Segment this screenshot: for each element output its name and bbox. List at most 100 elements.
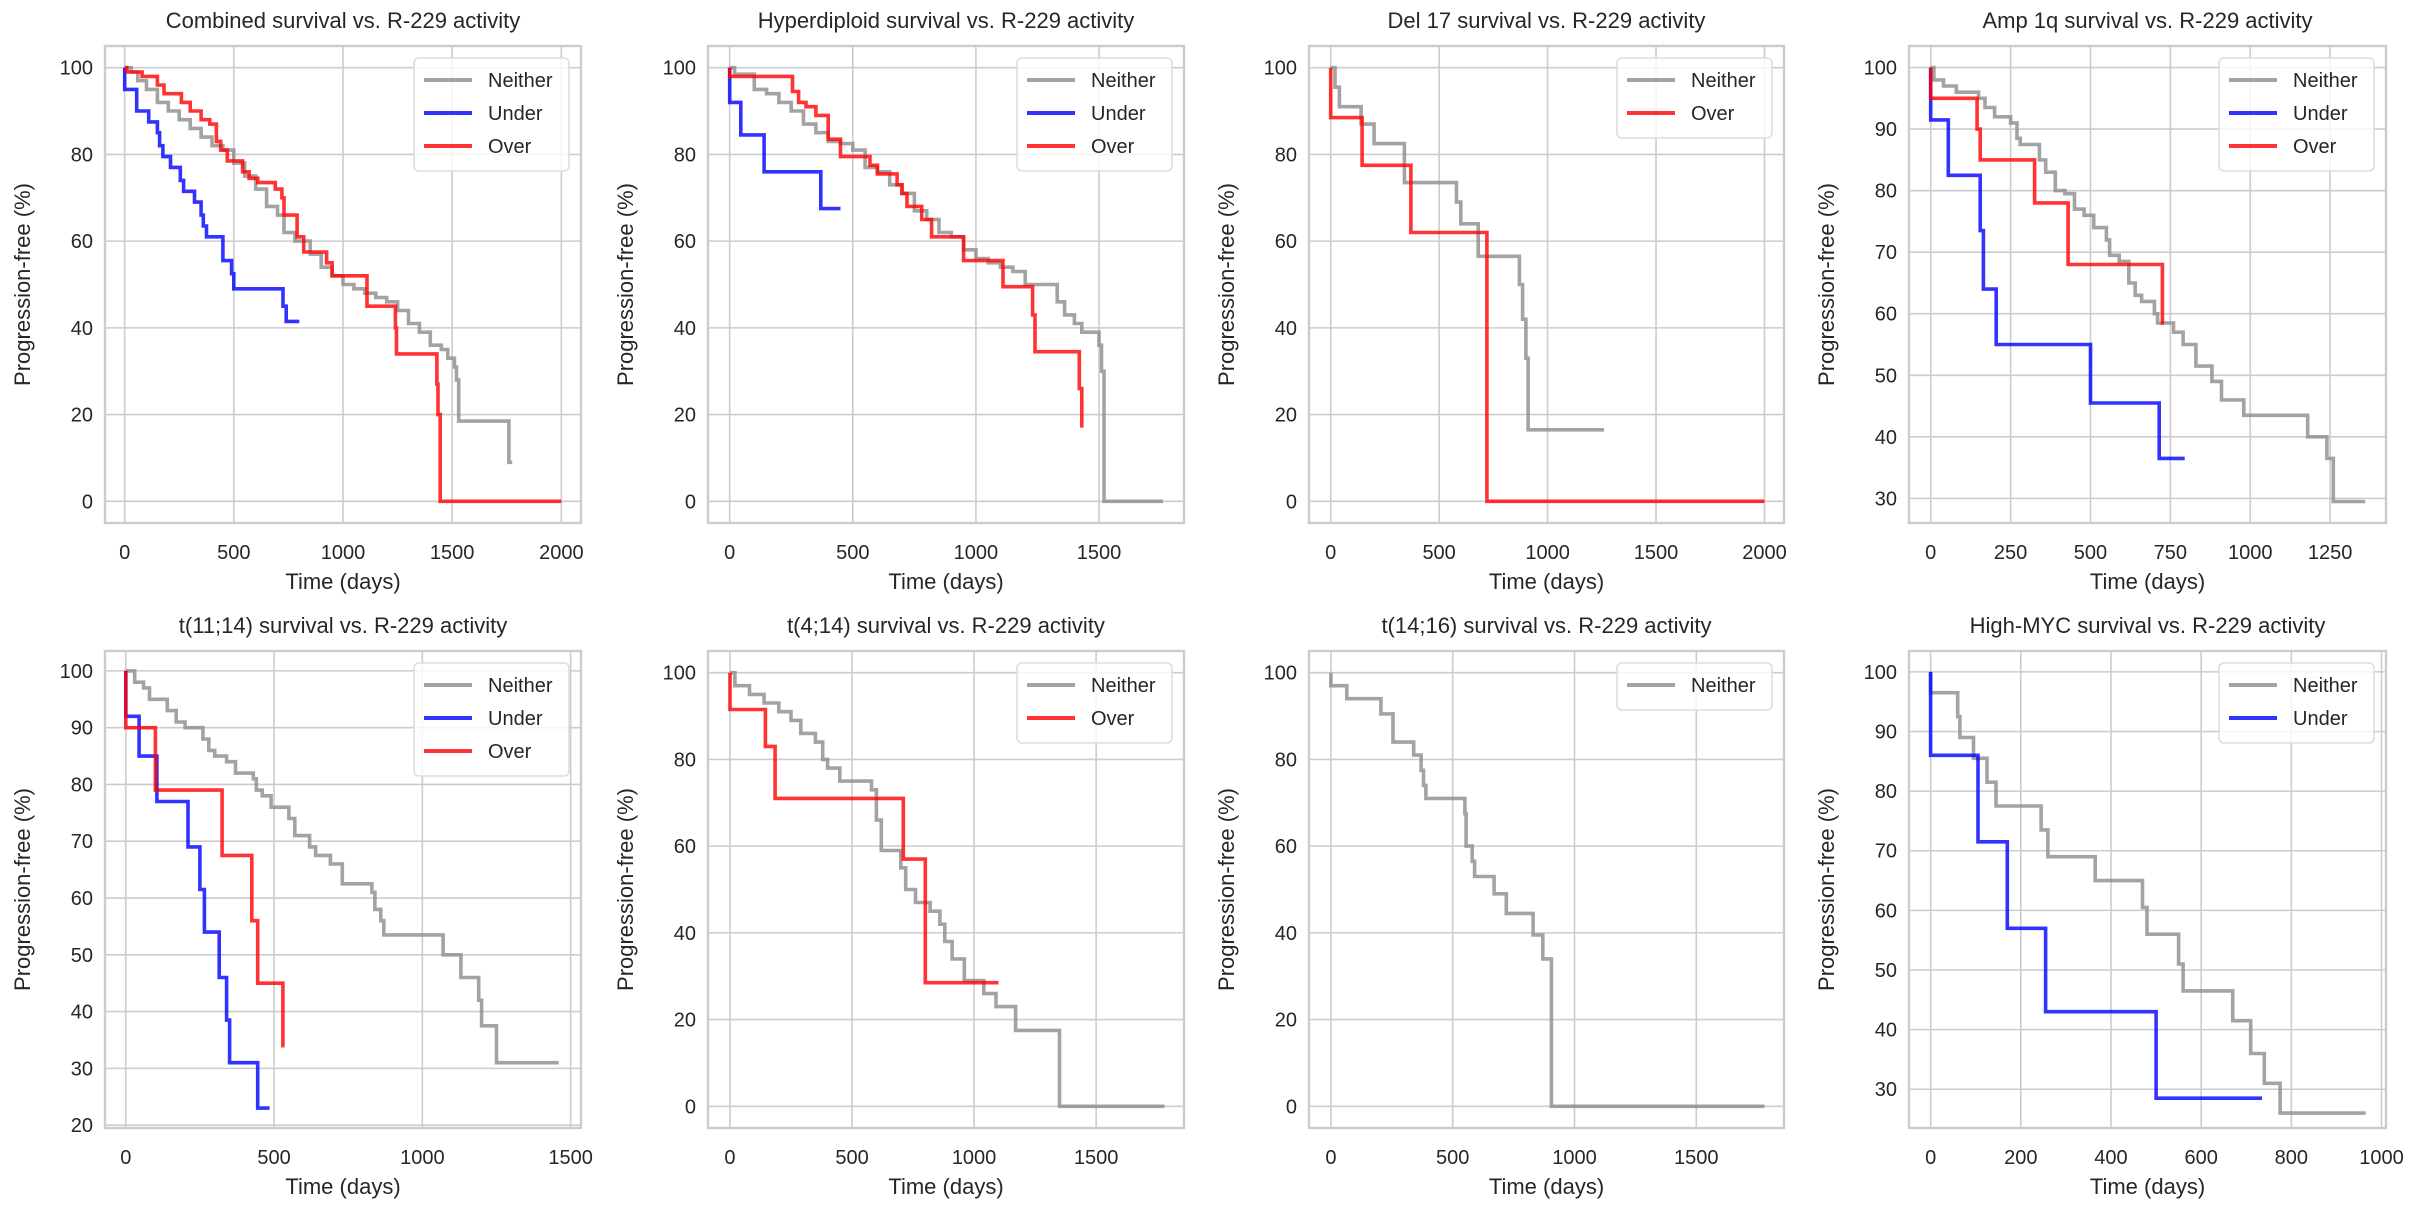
- x-tick-label: 2000: [539, 542, 584, 564]
- legend-box: [413, 57, 570, 172]
- x-axis-label: Time (days): [285, 569, 400, 594]
- panel-amp-1q: 0 250 500 750 1000 1250 30 40 50 60 70 80 90 100 Amp 1…: [1814, 8, 2388, 594]
- y-tick-label: 80: [674, 144, 696, 166]
- series-line-neither: [124, 65, 513, 465]
- legend-label-neither: Neither: [1691, 70, 1756, 92]
- x-tick-label: 1000: [1525, 542, 1570, 564]
- x-tick-label: 1000: [2228, 542, 2273, 564]
- legend-label-over: Over: [1091, 708, 1135, 730]
- legend-label-neither: Neither: [2293, 70, 2358, 92]
- legend: Neither Under: [2218, 662, 2375, 744]
- y-tick-label: 40: [1275, 318, 1297, 340]
- y-tick-label: 60: [674, 231, 696, 253]
- axes-frame: [1307, 649, 1786, 1130]
- y-tick-label: 40: [1875, 1020, 1897, 1042]
- legend-label-neither: Neither: [1691, 675, 1756, 697]
- series-line-over: [728, 672, 999, 985]
- panel-del-17: 0 500 1000 1500 2000 0 20 40 60 80 100 Del 17 survi…: [1214, 8, 1787, 594]
- x-tick-label: 0: [724, 542, 735, 564]
- y-tick-label: 0: [1286, 1096, 1297, 1118]
- legend-label-neither: Neither: [2293, 675, 2358, 697]
- panel-combined: 0 500 1000 1500 2000 0 20 40 60 80 100 Combined sur…: [10, 8, 584, 594]
- x-tick-label: 500: [836, 542, 869, 564]
- y-tick-label: 60: [1275, 836, 1297, 858]
- x-tick-label: 1500: [548, 1147, 593, 1169]
- x-tick-label: 500: [2074, 542, 2107, 564]
- y-tick-label: 40: [1275, 923, 1297, 945]
- y-tick-label: 80: [1875, 181, 1897, 203]
- x-tick-label: 0: [120, 1147, 131, 1169]
- series-line-under: [122, 67, 300, 324]
- y-tick-label: 100: [60, 58, 93, 80]
- legend: Neither Under Over: [1016, 57, 1173, 172]
- x-tick-label: 0: [1925, 542, 1936, 564]
- legend-label-neither: Neither: [488, 675, 553, 697]
- x-tick-label: 1500: [1074, 1147, 1119, 1169]
- panel-t-11-14: 0 500 1000 1500 20 30 40 50 60 70 80 90 100 t(11;14) …: [10, 613, 593, 1199]
- x-axis-label: Time (days): [285, 1174, 400, 1199]
- panel-hyperdiploid: 0 500 1000 1500 0 20 40 60 80 100 Hyperdiploid sur…: [613, 8, 1186, 594]
- series-line-under: [1928, 67, 2185, 461]
- series-line-neither: [730, 670, 1165, 1109]
- chart-title: Combined survival vs. R-229 activity: [166, 8, 521, 33]
- y-tick-label: 80: [1275, 144, 1297, 166]
- y-tick-label: 60: [1875, 900, 1897, 922]
- y-tick-label: 40: [1875, 427, 1897, 449]
- y-tick-label: 60: [674, 836, 696, 858]
- legend-label-neither: Neither: [1091, 70, 1156, 92]
- y-tick-label: 40: [674, 318, 696, 340]
- y-tick-label: 80: [674, 749, 696, 771]
- x-tick-label: 0: [119, 542, 130, 564]
- x-tick-label: 500: [1436, 1147, 1469, 1169]
- y-tick-label: 30: [1875, 488, 1897, 510]
- y-tick-label: 70: [1875, 841, 1897, 863]
- chart-title: t(11;14) survival vs. R-229 activity: [179, 613, 507, 638]
- legend: Neither: [1616, 662, 1773, 711]
- y-axis-label: Progression-free (%): [1814, 183, 1839, 386]
- x-tick-label: 800: [2275, 1147, 2308, 1169]
- y-tick-label: 0: [685, 491, 696, 513]
- legend: Neither Over: [1016, 662, 1173, 744]
- chart-title: Hyperdiploid survival vs. R-229 activity: [758, 8, 1135, 33]
- y-axis-label: Progression-free (%): [1814, 788, 1839, 991]
- x-axis-label: Time (days): [2090, 569, 2205, 594]
- x-tick-label: 400: [2094, 1147, 2127, 1169]
- series-line-neither: [1928, 671, 2366, 1115]
- x-tick-label: 1000: [2359, 1147, 2404, 1169]
- y-tick-label: 100: [1264, 58, 1297, 80]
- legend-box: [1616, 662, 1773, 711]
- chart-title: Del 17 survival vs. R-229 activity: [1388, 8, 1706, 33]
- x-tick-label: 500: [217, 542, 250, 564]
- x-tick-label: 0: [724, 1147, 735, 1169]
- legend-label-over: Over: [1091, 136, 1135, 158]
- legend-box: [2218, 57, 2375, 172]
- y-tick-label: 90: [71, 718, 93, 740]
- y-axis-label: Progression-free (%): [10, 788, 35, 991]
- legend: Neither Under Over: [413, 662, 570, 777]
- y-tick-label: 100: [1864, 58, 1897, 80]
- legend-box: [413, 662, 570, 777]
- y-tick-label: 60: [1275, 231, 1297, 253]
- y-tick-label: 20: [674, 405, 696, 427]
- y-tick-label: 100: [60, 661, 93, 683]
- x-tick-label: 1000: [1552, 1147, 1597, 1169]
- x-tick-label: 1500: [1077, 542, 1122, 564]
- y-axis-label: Progression-free (%): [613, 183, 638, 386]
- y-tick-label: 60: [1875, 304, 1897, 326]
- series-line-neither: [125, 669, 559, 1065]
- legend-label-under: Under: [488, 103, 543, 125]
- legend-label-over: Over: [1691, 103, 1735, 125]
- y-axis-label: Progression-free (%): [1214, 788, 1239, 991]
- x-tick-label: 1500: [1634, 542, 1679, 564]
- x-tick-label: 1000: [321, 542, 366, 564]
- chart-title: High-MYC survival vs. R-229 activity: [1970, 613, 2326, 638]
- y-tick-label: 50: [71, 945, 93, 967]
- series-line-neither: [1329, 672, 1765, 1109]
- legend-label-neither: Neither: [1091, 675, 1156, 697]
- y-tick-label: 80: [71, 774, 93, 796]
- x-tick-label: 0: [1325, 542, 1336, 564]
- y-tick-label: 80: [1875, 781, 1897, 803]
- series-line-over: [1928, 67, 2165, 325]
- series-line-neither: [1930, 65, 2366, 504]
